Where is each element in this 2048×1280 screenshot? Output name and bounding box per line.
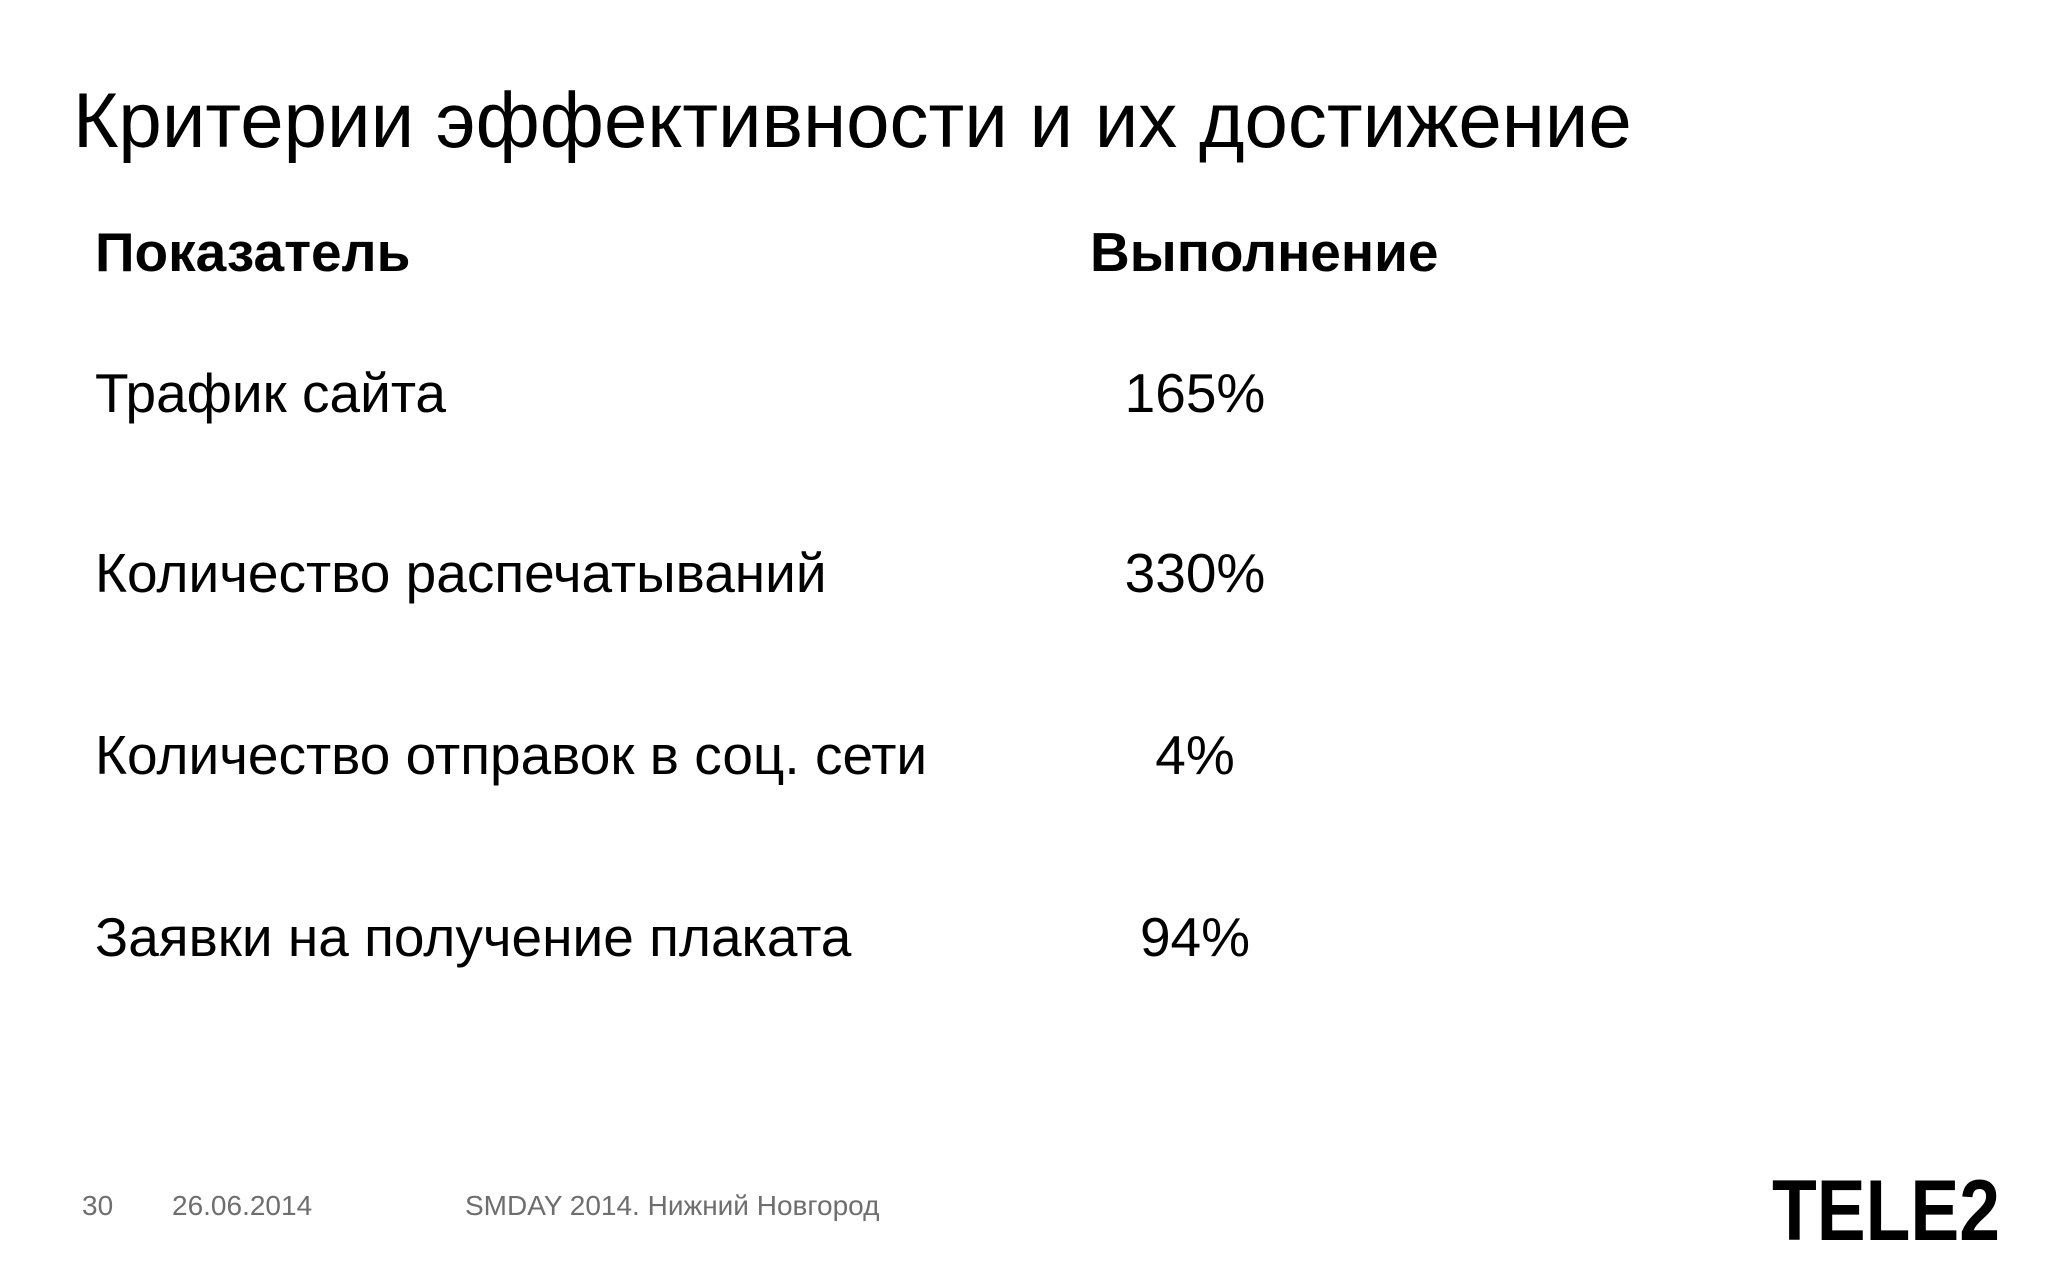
page-number: 30	[82, 1190, 114, 1221]
table-row: Трафик сайта 165%	[95, 366, 1495, 436]
row-value: 4%	[1155, 724, 1235, 786]
row-label: Заявки на получение плаката	[95, 906, 852, 968]
table-row: Заявки на получение плаката 94%	[95, 910, 1495, 980]
row-label: Трафик сайта	[95, 362, 446, 424]
row-label: Количество распечатываний	[95, 542, 827, 604]
row-value: 165%	[1124, 362, 1266, 424]
row-value: 94%	[1139, 906, 1251, 968]
footer-event: SMDAY 2014. Нижний Новгород	[465, 1190, 880, 1221]
row-label: Количество отправок в соц. сети	[95, 724, 928, 786]
tele2-logo: TELE2	[1772, 1163, 2000, 1246]
header-indicator: Показатель	[95, 221, 411, 283]
row-value: 330%	[1124, 542, 1266, 604]
header-value: Выполнение	[1090, 221, 1439, 283]
table-row: Количество отправок в соц. сети 4%	[95, 728, 1495, 798]
footer-date: 26.06.2014	[172, 1190, 313, 1221]
table-row: Количество распечатываний 330%	[95, 546, 1495, 616]
slide-title: Критерии эффективности и их достижение	[73, 76, 1632, 164]
logo-text: TELE2	[1772, 1163, 2000, 1246]
